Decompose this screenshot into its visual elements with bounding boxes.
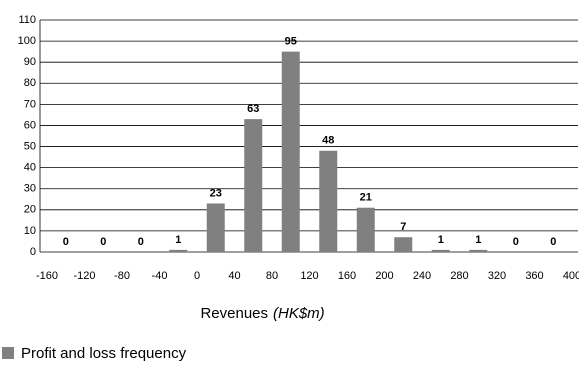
x-tick-label: 120 [300, 270, 318, 282]
x-tick-label: 360 [525, 270, 543, 282]
x-tick-label: -120 [73, 270, 95, 282]
x-axis-unit: (HK$m) [273, 305, 325, 322]
value-label: 0 [138, 236, 144, 248]
y-tick-label: 40 [24, 162, 36, 174]
bar [431, 249, 450, 252]
value-label: 48 [322, 135, 334, 147]
x-tick-label: 40 [228, 270, 240, 282]
value-label: 1 [438, 234, 444, 246]
bar [394, 237, 413, 252]
y-tick-label: 0 [30, 246, 36, 258]
value-label: 21 [360, 192, 372, 204]
bar [244, 119, 263, 252]
y-tick-label: 100 [18, 35, 36, 47]
bar [206, 203, 225, 252]
x-tick-label: 280 [450, 270, 468, 282]
bar [281, 51, 300, 252]
y-tick-label: 10 [24, 225, 36, 237]
y-tick-label: 20 [24, 204, 36, 216]
y-tick-label: 60 [24, 119, 36, 131]
bar [169, 249, 188, 252]
x-tick-label: 80 [266, 270, 278, 282]
x-tick-label: 320 [488, 270, 506, 282]
bar [356, 207, 375, 252]
y-tick-label: 110 [18, 14, 36, 26]
value-label: 95 [285, 36, 297, 48]
value-label: 0 [513, 236, 519, 248]
value-label: 63 [247, 103, 259, 115]
value-label: 0 [550, 236, 556, 248]
y-tick-label: 80 [24, 77, 36, 89]
x-tick-label: 200 [375, 270, 393, 282]
value-label: 0 [63, 236, 69, 248]
y-tick-label: 90 [24, 56, 36, 68]
x-tick-label: -160 [36, 270, 58, 282]
x-tick-label: 400 [563, 270, 579, 282]
value-label: 1 [175, 234, 181, 246]
x-tick-label: -80 [114, 270, 130, 282]
legend-swatch [2, 347, 14, 359]
x-tick-label: 240 [413, 270, 431, 282]
legend-label: Profit and loss frequency [21, 345, 187, 362]
x-tick-label: 160 [338, 270, 356, 282]
y-tick-label: 30 [24, 183, 36, 195]
x-tick-label: 0 [194, 270, 200, 282]
bar [319, 150, 338, 252]
x-tick-label: -40 [152, 270, 168, 282]
value-label: 23 [210, 187, 222, 199]
value-label: 1 [475, 234, 481, 246]
y-tick-label: 50 [24, 140, 36, 152]
x-axis-label: Revenues [200, 305, 268, 322]
y-tick-label: 70 [24, 98, 36, 110]
value-label: 0 [100, 236, 106, 248]
bar [469, 249, 488, 252]
value-label: 7 [400, 221, 406, 233]
